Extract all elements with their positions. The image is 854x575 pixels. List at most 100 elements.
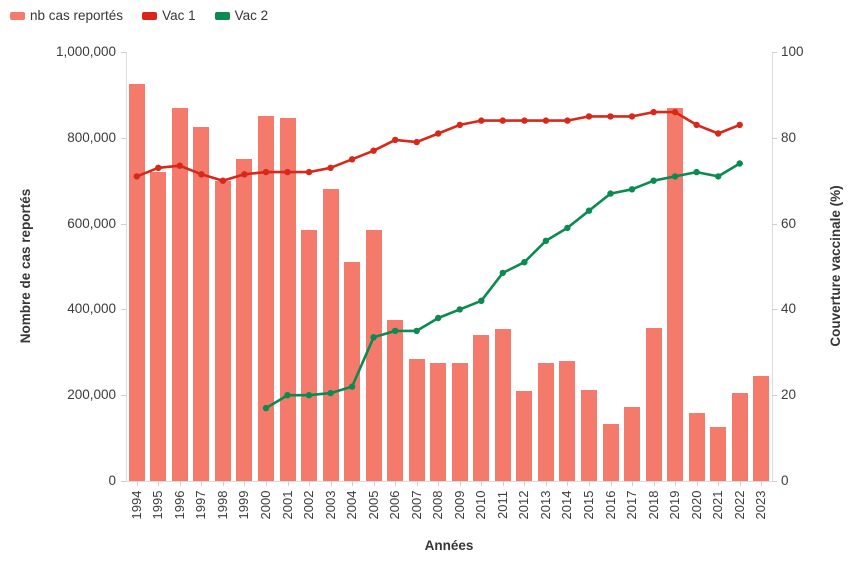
right-axis-tick-label: 60 [781,215,797,231]
vac-1-marker-1997 [198,171,205,178]
vac-2-marker-2004 [348,383,356,390]
x-tick-label-2022: 2022 [731,490,747,520]
bar-2010 [473,335,490,481]
x-tick-label-2008: 2008 [430,490,446,520]
right-axis-tick [772,52,777,53]
bar-1996 [171,107,188,481]
x-tick-label-2006: 2006 [387,490,403,520]
vac-1-marker-1998 [219,177,227,184]
bar-2008 [430,363,447,481]
x-axis-tick [265,481,267,486]
legend-item-vac-2[interactable]: Vac 2 [214,8,269,23]
x-tick-label-2003: 2003 [322,490,338,520]
vac-1-marker-1996 [176,162,183,169]
right-axis-tick-label: 20 [781,387,797,403]
vac-2-marker-2010 [478,297,485,304]
bar-2020 [688,413,705,481]
x-axis-tick [545,481,547,486]
vac-2-marker-2001 [284,392,291,399]
x-tick-label-2014: 2014 [559,490,575,520]
vac-1-marker-2004 [348,156,356,163]
x-axis-tick [222,481,224,486]
vac-1-marker-2002 [305,168,313,176]
vac-1-marker-2011 [499,117,506,124]
right-axis-tick [772,137,777,139]
vac-1-marker-2000 [262,168,270,176]
bottom-axis-line [126,481,772,482]
vac-1-marker-2003 [327,164,334,171]
x-axis-tick [567,481,569,486]
x-tick-label-2019: 2019 [667,490,683,520]
left-axis-title: Nombre de cas reportés [18,188,33,344]
right-axis-tick [772,309,777,311]
bar-1999 [236,159,253,481]
legend-label: Vac 2 [234,8,269,23]
left-axis-tick-label: 0 [108,473,116,488]
right-axis-tick [772,223,777,225]
x-axis-tick [309,481,311,486]
x-axis-tick [352,481,354,486]
x-tick-label-2016: 2016 [602,490,618,520]
x-axis-tick [136,481,138,486]
x-tick-label-2020: 2020 [688,490,704,520]
vac-2-marker-2022 [736,160,743,167]
x-axis-tick [330,481,332,486]
bar-1994 [128,84,145,481]
vac-2-marker-2002 [305,392,313,399]
x-axis-tick [201,481,203,486]
vac-1-marker-2006 [392,136,399,144]
right-axis-tick [772,395,777,397]
bar-2021 [710,427,727,481]
bar-2019 [667,107,684,481]
vac-1-marker-2019 [671,108,679,116]
x-tick-label-2000: 2000 [257,490,273,520]
left-axis-tick [121,481,126,482]
left-axis-tick-label: 400,000 [67,301,116,317]
bar-2018 [645,327,662,481]
left-axis-tick [121,52,126,53]
x-tick-label-2011: 2011 [494,491,510,519]
chart-legend: nb cas reportés Vac 1 Vac 2 [10,8,268,23]
x-axis-tick [395,481,397,486]
x-tick-label-2010: 2010 [473,490,489,520]
left-axis-tick-label: 1,000,000 [55,44,116,59]
line-series-overlay [133,108,743,412]
bar-1998 [214,180,231,481]
x-axis-tick [287,481,289,486]
legend-swatch-icon [10,11,25,20]
x-axis-tick [373,481,375,486]
vac-1-marker-1999 [241,171,248,178]
vac-2-marker-2019 [671,173,679,180]
x-tick-label-2021: 2021 [710,490,726,520]
left-axis-tick [121,223,126,225]
vac-1-line [135,110,741,182]
vac-1-marker-1995 [155,164,162,171]
bar-1997 [193,127,210,481]
vac-2-marker-2015 [585,207,593,214]
x-axis-tick [416,481,418,486]
x-tick-label-1997: 1997 [193,490,209,520]
vac-2-marker-2020 [693,168,700,176]
left-axis-tick-label: 800,000 [67,129,116,145]
vac-1-marker-2001 [284,168,291,176]
vac-1-marker-2012 [521,117,528,124]
x-axis-tick [675,481,677,486]
legend-item-nb-cas-reportés[interactable]: nb cas reportés [10,8,123,23]
bar-2014 [559,360,576,481]
legend-label: nb cas reportés [30,8,124,23]
bar-2016 [602,424,619,481]
legend-item-vac-1[interactable]: Vac 1 [142,8,196,23]
right-axis-line [772,52,773,481]
x-axis-tick [524,481,526,486]
legend-label: Vac 1 [162,8,196,23]
bar-1995 [150,172,167,481]
legend-swatch-icon [214,11,230,20]
bar-2023 [753,375,770,481]
right-axis-tick [772,481,777,482]
vac-1-marker-2013 [542,117,550,124]
vac-2-marker-2006 [392,327,399,335]
bar-2003 [322,189,339,481]
x-tick-label-2007: 2007 [408,490,424,520]
vac-1-marker-2020 [693,121,700,129]
vac-2-marker-2005 [370,334,377,341]
